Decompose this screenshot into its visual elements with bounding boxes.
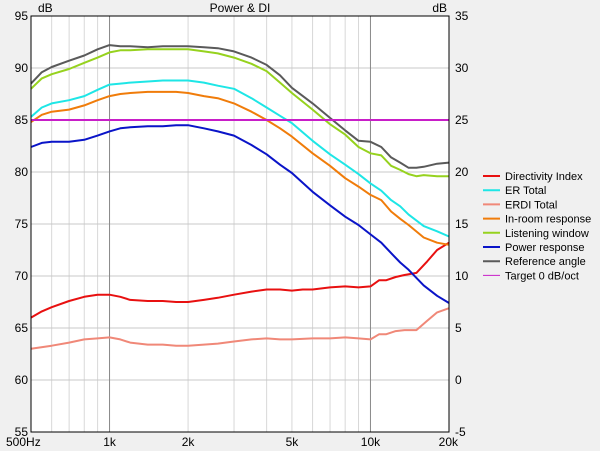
x-tick-label: 20k — [439, 435, 459, 449]
series-line-erdi-total — [30, 307, 450, 350]
x-tick-label: 10k — [361, 435, 381, 449]
axes: 55 60 65 70 75 80 85 90 95 -5 0 5 10 15 20 25 30 35 500Hz 1… — [6, 9, 469, 449]
y-tick-label: 75 — [15, 217, 29, 231]
y2-tick-label: 30 — [455, 61, 469, 75]
legend-label: ER Total — [505, 185, 546, 197]
y-tick-label: 80 — [15, 165, 29, 179]
series-line-listening-window — [30, 48, 449, 178]
y2-axis-unit: dB — [432, 1, 447, 15]
legend-label: Directivity Index — [505, 171, 583, 183]
y-tick-label: 55 — [15, 425, 29, 439]
legend-label: Reference angle — [505, 256, 586, 268]
y-tick-label: 95 — [15, 9, 29, 23]
series-line-power-response — [30, 124, 450, 304]
y2-tick-label: 20 — [455, 165, 469, 179]
legend-label: Listening window — [505, 228, 589, 240]
series-line-directivity-index — [30, 241, 450, 319]
legend: Directivity Index ER Total ERDI Total In-ro… — [483, 171, 591, 282]
y-tick-label: 65 — [15, 321, 29, 335]
series-line-in-room-response — [30, 90, 450, 246]
legend-label: Target 0 dB/oct — [505, 270, 579, 282]
x-tick-label: 5k — [286, 435, 300, 449]
y-tick-label: 85 — [15, 113, 29, 127]
legend-label: Power response — [505, 242, 585, 254]
series-line-reference-angle — [30, 44, 450, 169]
y2-tick-label: 15 — [455, 217, 469, 231]
y2-tick-label: 5 — [455, 321, 462, 335]
legend-label: In-room response — [505, 214, 591, 226]
y-axis-unit: dB — [38, 1, 53, 15]
x-tick-label: 1k — [103, 435, 117, 449]
y2-tick-label: 25 — [455, 113, 469, 127]
y-tick-label: 60 — [15, 373, 29, 387]
y2-tick-label: -5 — [455, 425, 466, 439]
y2-tick-label: 0 — [455, 373, 462, 387]
y-tick-label: 90 — [15, 61, 29, 75]
plot-frame — [30, 15, 450, 433]
y2-tick-label: 10 — [455, 269, 469, 283]
y-tick-label: 70 — [15, 269, 29, 283]
y2-tick-label: 35 — [455, 9, 469, 23]
series-lines — [30, 44, 450, 350]
legend-label: ERDI Total — [505, 199, 557, 211]
x-tick-label: 2k — [182, 435, 196, 449]
x-tick-label: 500Hz — [6, 435, 41, 449]
chart-title: Power & DI — [210, 1, 271, 15]
series-line-er-total — [30, 79, 450, 238]
